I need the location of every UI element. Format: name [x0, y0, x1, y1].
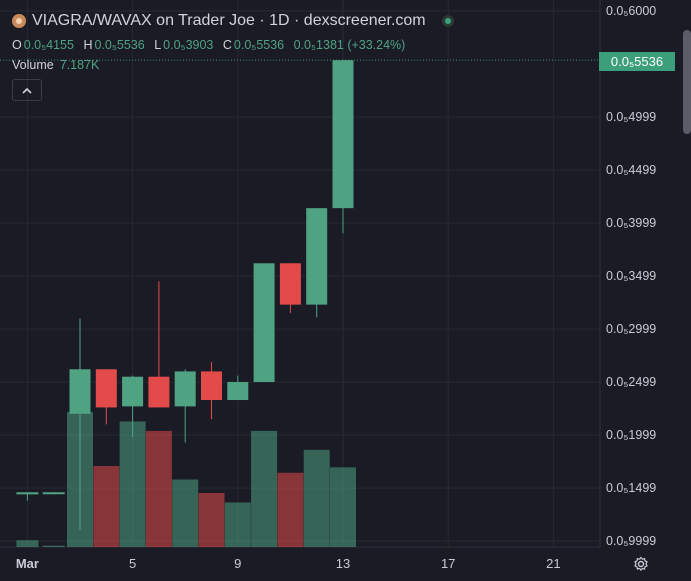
candle-body — [174, 371, 196, 407]
scrollbar[interactable] — [683, 30, 691, 134]
volume-bar — [303, 449, 330, 547]
time-tick-label: 5 — [128, 556, 137, 571]
price-tick-label: 0.0₅6000 — [606, 4, 657, 18]
volume-bar — [145, 430, 172, 547]
close-value: 0.0₅5536 — [233, 38, 285, 52]
volume-bar — [198, 493, 225, 547]
token-logo-icon — [12, 14, 26, 28]
volume-bar — [16, 540, 39, 547]
time-tick-label: 9 — [234, 556, 242, 571]
candle-body — [227, 382, 249, 401]
time-tick-label: Mar — [15, 556, 39, 571]
low-label: L — [154, 38, 162, 52]
candle-body — [279, 263, 301, 305]
chevron-up-icon — [22, 87, 32, 94]
candle-body — [253, 263, 275, 382]
candle-body — [95, 369, 117, 408]
volume-label: Volume — [12, 58, 54, 72]
chart-header: VIAGRA/WAVAX on Trader Joe · 1D · dexscr… — [12, 12, 454, 30]
price-tick-label: 0.0₅4499 — [606, 163, 657, 178]
candle-body — [201, 371, 222, 401]
time-tick-label: 13 — [335, 556, 351, 571]
volume-bar — [251, 430, 278, 547]
volume-bar — [93, 466, 120, 547]
change-value: 0.0₅1381 (+33.24%) — [293, 38, 406, 52]
price-tick-label: 0.0₅1999 — [606, 428, 657, 443]
volume-bar — [224, 502, 251, 547]
open-value: 0.0₅4155 — [23, 38, 74, 52]
candle-body — [332, 60, 354, 209]
collapse-legend-button[interactable] — [12, 79, 42, 101]
volume-readout: Volume 7.187K — [12, 58, 99, 72]
low-value: 0.0₅3903 — [163, 38, 214, 52]
volume-value: 7.187K — [59, 58, 100, 72]
volume-bar — [172, 479, 199, 547]
gear-icon[interactable] — [633, 556, 649, 572]
volume-bar — [119, 421, 146, 547]
candle-body — [16, 492, 39, 495]
last-price-tag: 0.0₅5536 — [599, 52, 675, 71]
high-label: H — [83, 38, 93, 52]
price-tick-label: 0.0₅3999 — [606, 216, 657, 231]
open-label: O — [12, 38, 22, 52]
price-tick-label: 0.0₅3499 — [606, 269, 657, 284]
volume-bar — [277, 472, 304, 547]
chart-title: VIAGRA/WAVAX on Trader Joe · 1D · dexscr… — [32, 12, 426, 29]
price-tick-label: 0.0₅2499 — [606, 375, 657, 390]
volume-bar — [42, 545, 65, 547]
candle-body — [306, 208, 328, 305]
time-tick-label: 17 — [440, 556, 456, 571]
time-tick-label: 21 — [546, 556, 561, 571]
candle-body — [148, 376, 170, 408]
live-status-icon — [441, 15, 454, 27]
price-tick-label: 0.0₅4999 — [606, 110, 657, 125]
price-tick-label: 0.0₅1499 — [606, 481, 657, 496]
price-tick-label: 0.0₅9999 — [606, 534, 657, 548]
high-value: 0.0₅5536 — [94, 38, 145, 52]
candle-body — [42, 492, 65, 495]
price-tick-label: 0.0₅2999 — [606, 322, 657, 337]
candle-body — [122, 376, 144, 407]
volume-bar — [330, 467, 356, 547]
candle-body — [69, 369, 91, 414]
ohlc-readout: O 0.0₅4155 H 0.0₅5536 L 0.0₅3903 C 0.0₅5536 … — [12, 38, 411, 52]
close-label: C — [222, 38, 232, 52]
